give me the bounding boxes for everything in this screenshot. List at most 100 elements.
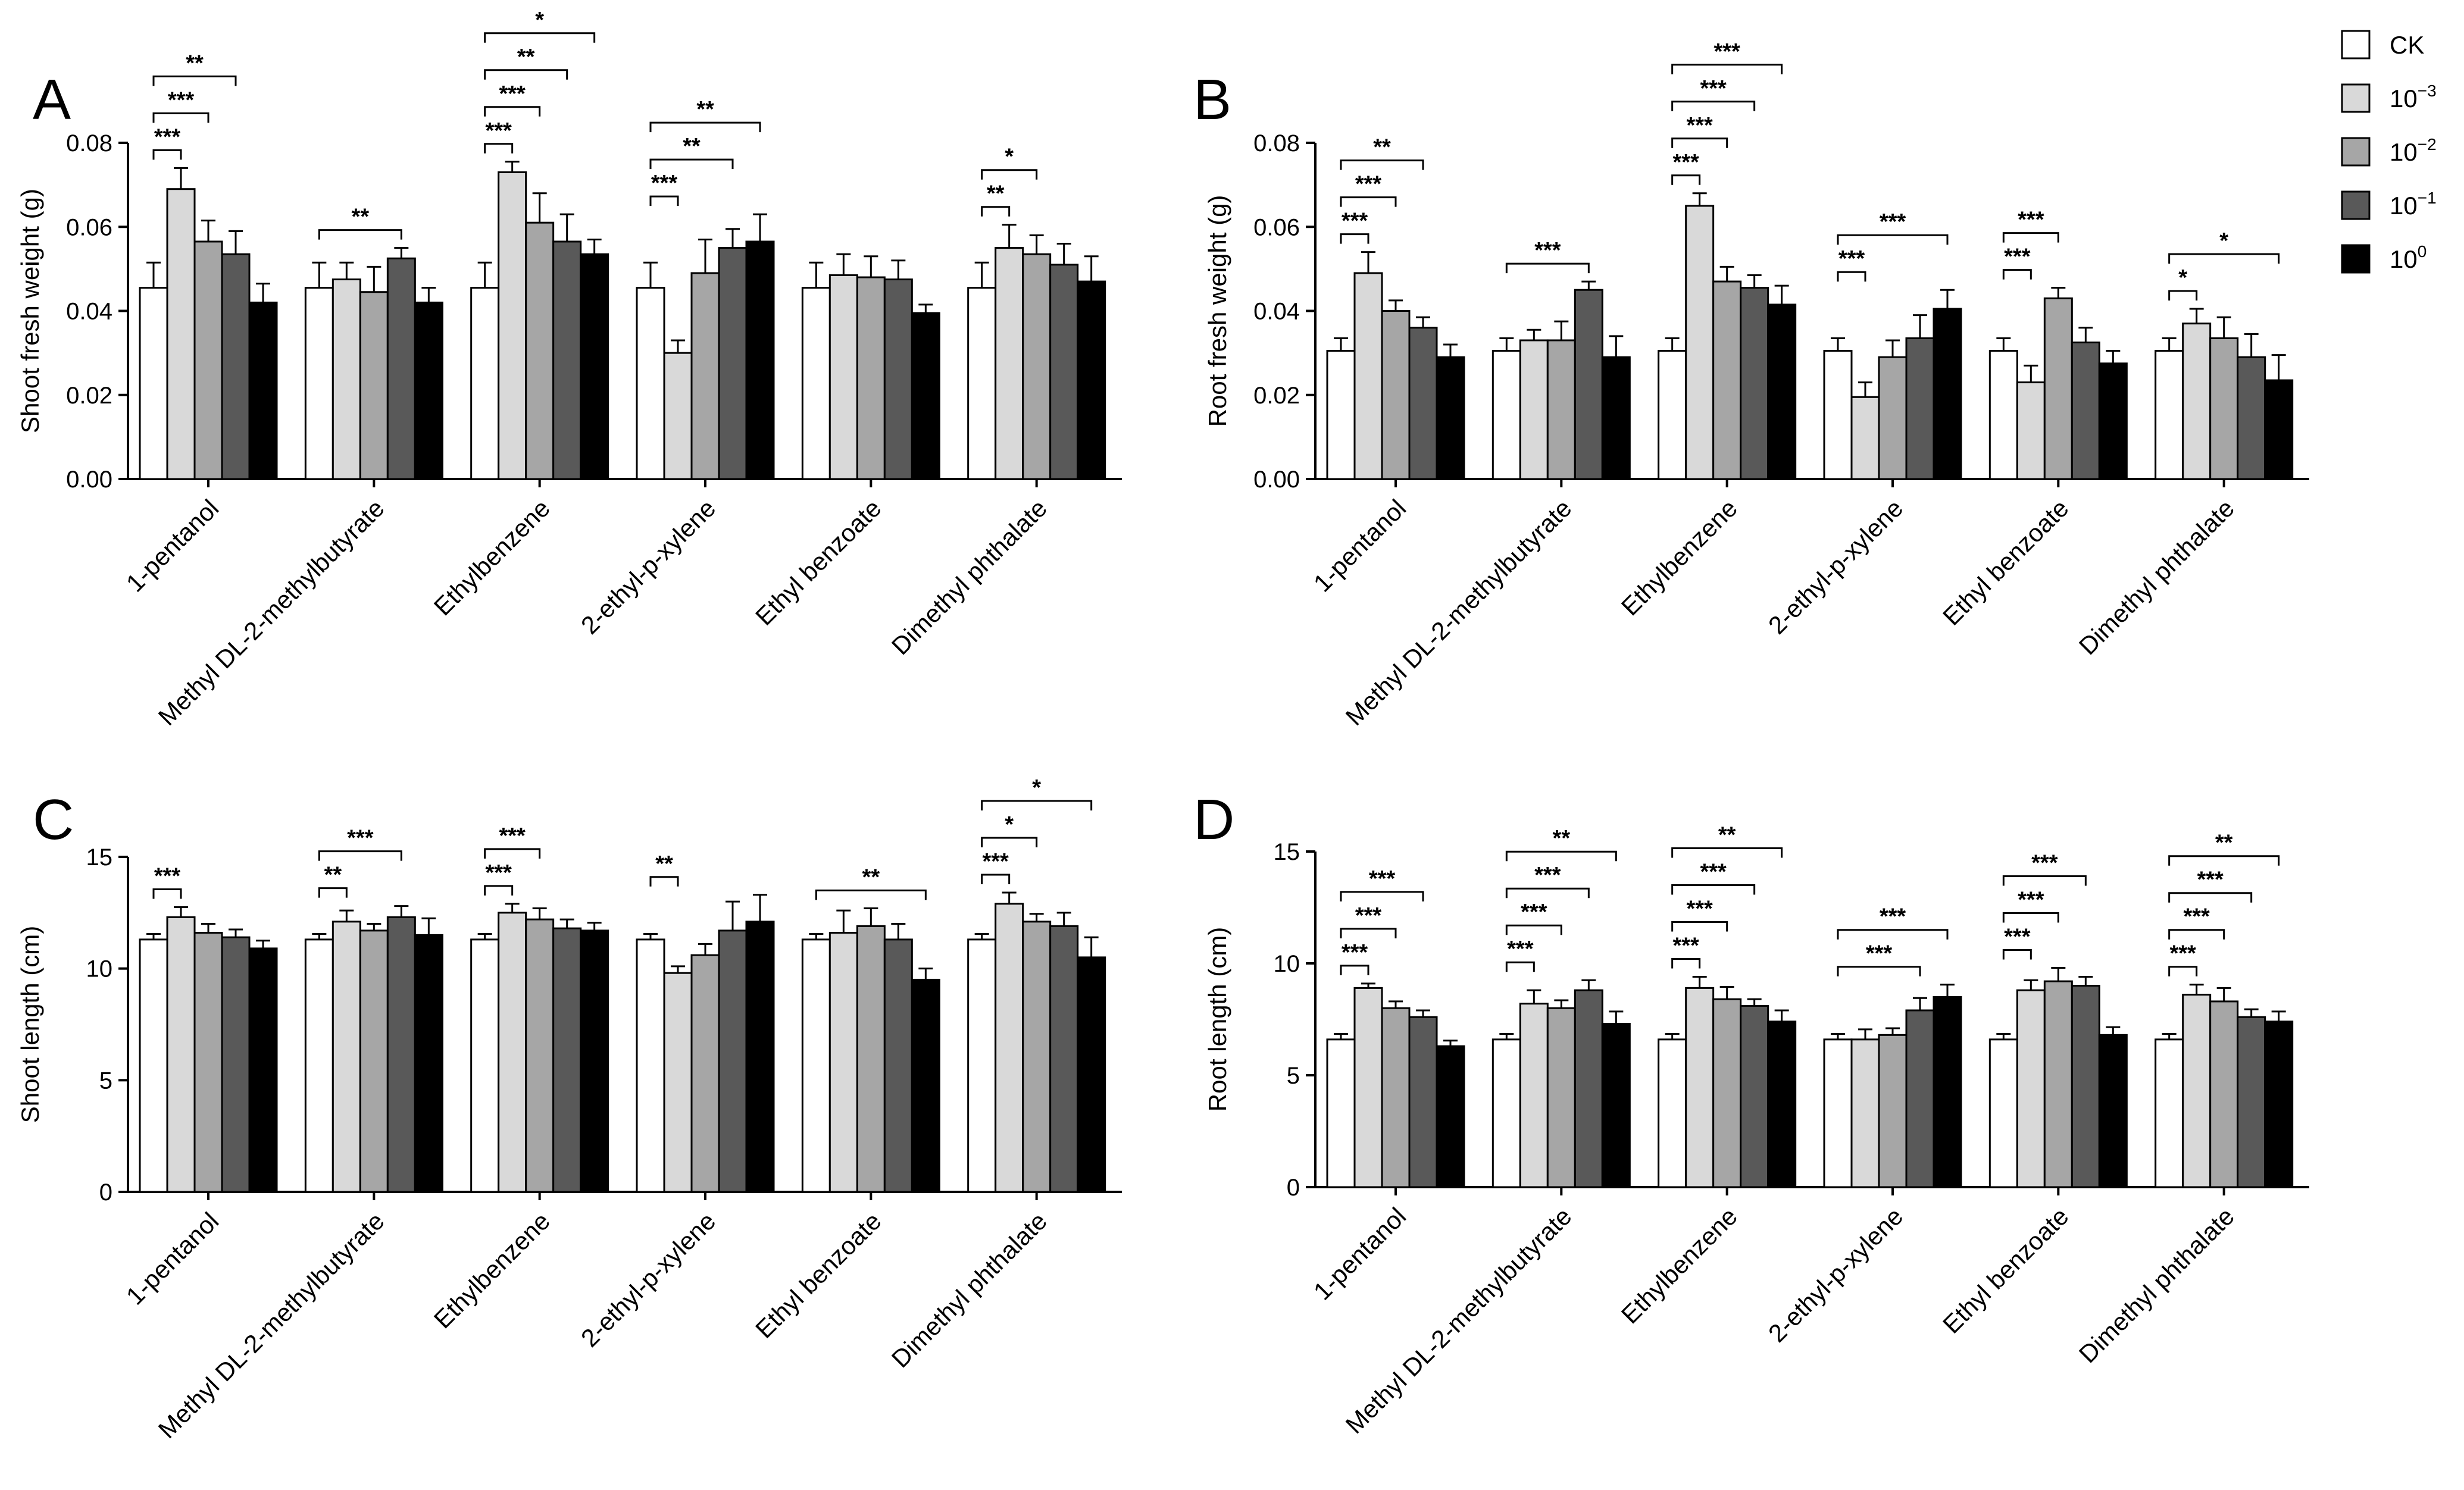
x-tick-label: Dimethyl phthalate [2074, 494, 2240, 660]
significance-label: ** [696, 97, 714, 122]
category-group [2155, 308, 2294, 480]
significance-label: ** [1718, 823, 1736, 848]
significance-line [815, 889, 927, 900]
bar [1933, 996, 1962, 1188]
y-axis-title: Root length (cm) [1203, 927, 1231, 1112]
y-tick-label: 5 [1287, 1063, 1300, 1089]
bar [1381, 1007, 1411, 1188]
bar [1740, 1004, 1769, 1188]
significance-bracket: * [2168, 228, 2280, 264]
significance-line [981, 800, 1093, 811]
significance-line [649, 195, 679, 206]
significance-line [484, 32, 596, 43]
significance-label: *** [1672, 934, 1699, 959]
significance-label: *** [1369, 866, 1396, 891]
bar [1574, 289, 1603, 480]
bar [745, 921, 775, 1193]
significance-label: * [1032, 775, 1041, 800]
bar [139, 938, 168, 1193]
bar [1049, 264, 1079, 480]
category-group [801, 253, 940, 480]
bar [470, 287, 500, 480]
bar [636, 287, 665, 480]
significance-line [2002, 269, 2032, 280]
significance-line [1671, 921, 1728, 932]
y-tick-label: 5 [99, 1068, 112, 1094]
bar [166, 916, 196, 1193]
category-group [2155, 984, 2294, 1188]
bar [1988, 350, 2018, 480]
significance-label: *** [1713, 39, 1740, 64]
significance-label: *** [2197, 868, 2224, 893]
legend-label: 10−2 [2390, 135, 2437, 166]
significance-line [1671, 884, 1756, 895]
significance-line [484, 106, 541, 117]
bar [552, 927, 582, 1193]
category-group [1823, 289, 1962, 480]
bar [2209, 337, 2239, 480]
bar [525, 918, 555, 1193]
bar [498, 912, 527, 1193]
x-tick-label: Dimethyl phthalate [886, 494, 1052, 660]
bar [386, 916, 416, 1193]
bar [1601, 356, 1631, 480]
significance-label: *** [1686, 113, 1713, 138]
significance-label: *** [1700, 860, 1727, 885]
bar [1353, 987, 1383, 1188]
category-group [304, 247, 443, 480]
significance-label: *** [1838, 246, 1865, 271]
legend-item: 10−2 [2341, 135, 2437, 167]
significance-label: *** [499, 82, 526, 107]
significance-bracket: *** [152, 863, 182, 899]
significance-label: *** [1686, 897, 1713, 922]
panel-letter: A [33, 68, 71, 132]
category-group [801, 907, 940, 1193]
significance-line [484, 885, 514, 896]
bar [1685, 987, 1715, 1188]
significance-bracket: *** [484, 860, 514, 896]
x-tick-label: Ethyl benzoate [750, 494, 887, 631]
panel-letter: B [1193, 68, 1231, 132]
significance-line [1340, 233, 1369, 244]
bar [856, 276, 886, 480]
significance-label: ** [1553, 826, 1571, 851]
significance-label: ** [186, 51, 204, 76]
significance-line [649, 876, 679, 887]
significance-line [1837, 966, 1921, 976]
significance-line [2002, 912, 2059, 923]
y-tick-label: 15 [86, 844, 113, 871]
significance-line [2168, 966, 2198, 976]
legend-item: 100 [2341, 242, 2427, 274]
bar [2016, 989, 2046, 1188]
bar [911, 978, 940, 1193]
bar [1767, 1021, 1797, 1188]
bar [221, 936, 251, 1193]
panel-A: A 0.00 0.02 0.04 0.06 0.08 Shoot fresh weight … [16, 8, 1122, 731]
y-tick-label: 0.02 [1253, 383, 1300, 409]
significance-label: *** [1534, 863, 1561, 888]
significance-line [649, 121, 761, 133]
significance-bracket: *** [152, 87, 209, 123]
y-tick-label: 0.02 [66, 383, 112, 409]
significance-label: *** [347, 826, 374, 851]
bar [166, 188, 196, 480]
significance-label: *** [1866, 941, 1893, 966]
significance-bracket: ** [649, 134, 734, 170]
bar [2182, 994, 2212, 1188]
y-tick-label: 10 [86, 956, 113, 982]
bar [883, 278, 913, 480]
significance-bracket: *** [1340, 903, 1397, 938]
category-group [636, 213, 775, 480]
significance-label: *** [1521, 900, 1547, 925]
category-group [1658, 192, 1797, 480]
significance-line [1671, 101, 1756, 111]
significance-label: *** [2169, 941, 2196, 966]
significance-bracket: *** [484, 82, 541, 117]
category-group [1988, 967, 2128, 1188]
significance-label: * [535, 8, 544, 33]
bar [1712, 280, 1742, 480]
bar [2043, 297, 2073, 480]
bar [221, 253, 251, 480]
significance-label: * [2178, 265, 2187, 290]
